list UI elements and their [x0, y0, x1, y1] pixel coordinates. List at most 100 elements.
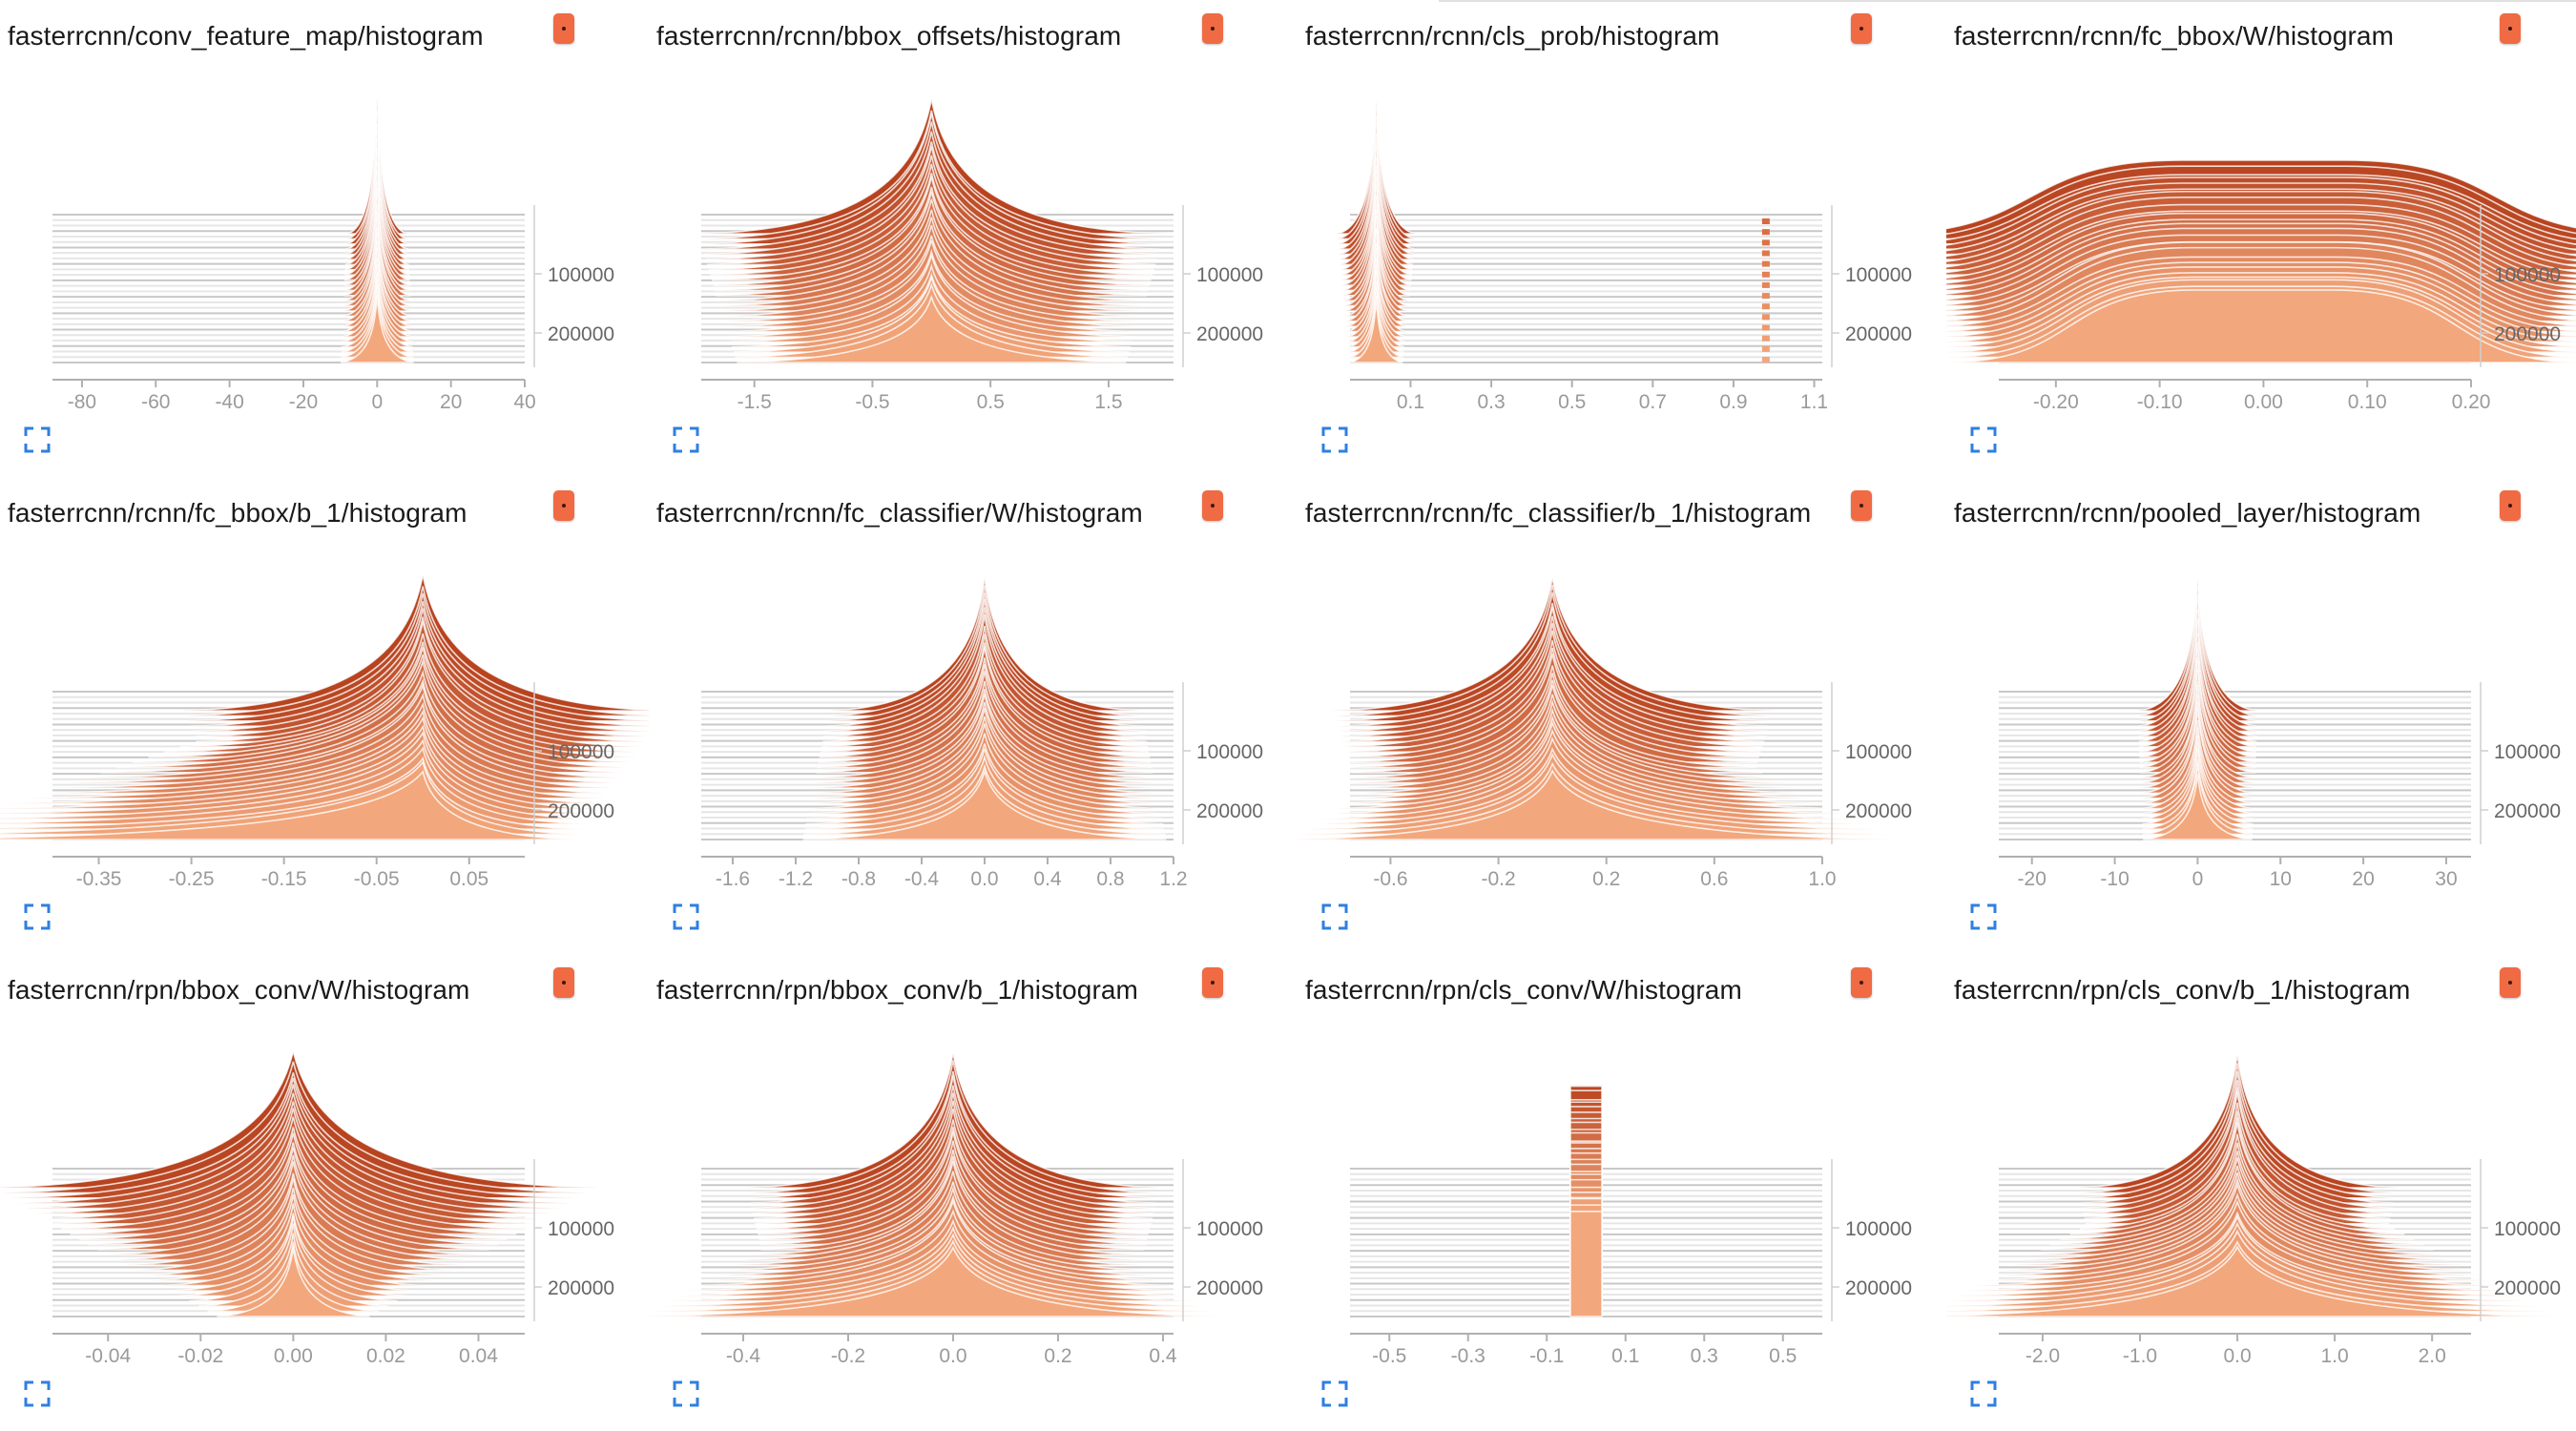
run-color-badge[interactable]: [1851, 967, 1872, 998]
histogram-slice: [737, 294, 1127, 363]
x-tick-label: 0: [371, 391, 383, 413]
histogram-slice: [1304, 752, 1877, 830]
expand-icon[interactable]: [1320, 425, 1349, 454]
x-tick-label: 0.05: [449, 868, 488, 890]
x-tick-label: -1.5: [737, 391, 772, 413]
histogram-slice: [1761, 250, 1770, 257]
histogram-card: fasterrcnn/rpn/cls_conv/W/histogram -0.5-…: [1298, 954, 1946, 1431]
y-tick-label: 100000: [1845, 264, 1912, 286]
histogram-slices: [1298, 577, 1897, 840]
expand-icon[interactable]: [1969, 425, 1998, 454]
y-tick-label: 100000: [2494, 264, 2561, 286]
histogram-title: fasterrcnn/rcnn/fc_classifier/b_1/histog…: [1305, 498, 1812, 528]
histogram-slices: [802, 577, 1167, 840]
histogram-title: fasterrcnn/rcnn/fc_classifier/W/histogra…: [656, 498, 1143, 528]
histogram-chart: -0.04 -0.02 0.00 0.02 0.04 100000 200000: [0, 1050, 614, 1367]
histogram-title: fasterrcnn/rpn/bbox_conv/W/histogram: [8, 975, 470, 1005]
histogram-chart: -0.35 -0.25 -0.15 -0.05 0.05 100000 200000: [0, 574, 649, 890]
x-tick-label: -1.0: [2123, 1345, 2157, 1367]
histogram-slice: [2143, 773, 2253, 840]
x-tick-label: -0.35: [76, 868, 122, 890]
x-tick-label: -0.04: [85, 1345, 131, 1367]
histogram-card: fasterrcnn/rcnn/fc_classifier/W/histogra…: [649, 477, 1298, 954]
expand-icon[interactable]: [1969, 902, 1998, 931]
expand-icon[interactable]: [23, 902, 52, 931]
x-tick-label: 0.5: [1558, 391, 1586, 413]
histogram-slices: [649, 1052, 1221, 1317]
histogram-slice: [1946, 289, 2576, 363]
x-tick-label: -0.3: [1451, 1345, 1485, 1367]
run-color-badge[interactable]: [2500, 967, 2521, 998]
expand-icon[interactable]: [672, 902, 700, 931]
x-tick-label: 1.2: [1159, 868, 1187, 890]
x-tick-label: 0.4: [1149, 1345, 1177, 1367]
run-color-badge[interactable]: [1851, 13, 1872, 44]
histogram-slice: [1761, 293, 1770, 300]
histogram-slice: [340, 294, 414, 363]
y-axis: 100000 200000: [1182, 205, 1263, 367]
expand-icon[interactable]: [1320, 1379, 1349, 1408]
x-tick-label: 0.6: [1700, 868, 1728, 890]
histogram-slices: [2137, 579, 2258, 840]
x-tick-label: 0.0: [970, 868, 998, 890]
histogram-slice: [1313, 747, 1866, 825]
run-color-badge[interactable]: [1202, 13, 1223, 44]
y-axis: 100000 200000: [1182, 1159, 1263, 1321]
run-color-badge[interactable]: [1202, 967, 1223, 998]
histogram-slice: [1358, 698, 1804, 795]
expand-icon[interactable]: [672, 1379, 700, 1408]
x-tick-label: 0.02: [366, 1345, 405, 1367]
x-axis: -80 -60 -40 -20 0 20 40: [52, 379, 536, 413]
histogram-slice: [69, 682, 616, 784]
x-tick-label: -60: [141, 391, 170, 413]
x-tick-label: 2.0: [2419, 1345, 2446, 1367]
histogram-slice: [1298, 761, 1886, 836]
run-color-badge[interactable]: [553, 490, 574, 521]
expand-icon[interactable]: [23, 425, 52, 454]
x-tick-label: 0.10: [2348, 391, 2387, 413]
x-tick-label: -0.20: [2033, 391, 2079, 413]
expand-icon[interactable]: [672, 425, 700, 454]
x-tick-label: 0.5: [1769, 1345, 1797, 1367]
histogram-chart: -1.6 -1.2 -0.8 -0.4 0.0 0.4 0.8 1.2 100000 200000: [701, 577, 1263, 890]
expand-icon[interactable]: [1320, 902, 1349, 931]
histogram-slices: [1336, 100, 1770, 363]
x-axis: -0.20 -0.10 0.00 0.10 0.20: [1999, 379, 2490, 413]
x-tick-label: 0.04: [459, 1345, 498, 1367]
run-color-badge[interactable]: [553, 967, 574, 998]
y-axis: 100000 200000: [533, 682, 614, 844]
run-color-badge[interactable]: [2500, 490, 2521, 521]
expand-icon[interactable]: [1969, 1379, 1998, 1408]
histogram-chart: -0.6 -0.2 0.2 0.6 1.0 100000 200000: [1298, 577, 1912, 890]
y-tick-label: 200000: [1845, 800, 1912, 822]
y-axis: 100000 200000: [1831, 682, 1912, 844]
run-color-badge[interactable]: [1202, 490, 1223, 521]
histogram-slices: [340, 96, 414, 363]
histogram-slice: [1761, 345, 1770, 352]
x-axis: 0.1 0.3 0.5 0.7 0.9 1.1: [1350, 379, 1828, 413]
run-color-badge[interactable]: [553, 13, 574, 44]
x-tick-label: -0.6: [1373, 868, 1407, 890]
run-color-badge[interactable]: [2500, 13, 2521, 44]
x-tick-label: -0.8: [841, 868, 876, 890]
y-tick-label: 200000: [1196, 800, 1263, 822]
histogram-slices: [697, 98, 1166, 363]
x-tick-label: -0.02: [177, 1345, 223, 1367]
expand-icon[interactable]: [23, 1379, 52, 1408]
y-tick-label: 100000: [548, 741, 614, 763]
histogram-slice: [802, 768, 1167, 840]
x-tick-label: 1.1: [1800, 391, 1828, 413]
histogram-slice: [649, 1245, 1221, 1317]
histogram-slice: [148, 647, 634, 758]
histogram-slice: [0, 770, 576, 840]
x-tick-label: -0.10: [2137, 391, 2183, 413]
y-tick-label: 200000: [2494, 323, 2561, 345]
histogram-chart: -20 -10 0 10 20 30 100000 200000: [1999, 579, 2561, 890]
x-axis: -0.04 -0.02 0.00 0.02 0.04: [52, 1333, 525, 1367]
histogram-slice: [1336, 720, 1835, 810]
run-color-badge[interactable]: [1851, 490, 1872, 521]
y-tick-label: 100000: [548, 264, 614, 286]
x-tick-label: 1.5: [1094, 391, 1122, 413]
x-tick-label: 20: [440, 391, 462, 413]
histogram-card: fasterrcnn/rcnn/bbox_offsets/histogram -1…: [649, 0, 1298, 477]
